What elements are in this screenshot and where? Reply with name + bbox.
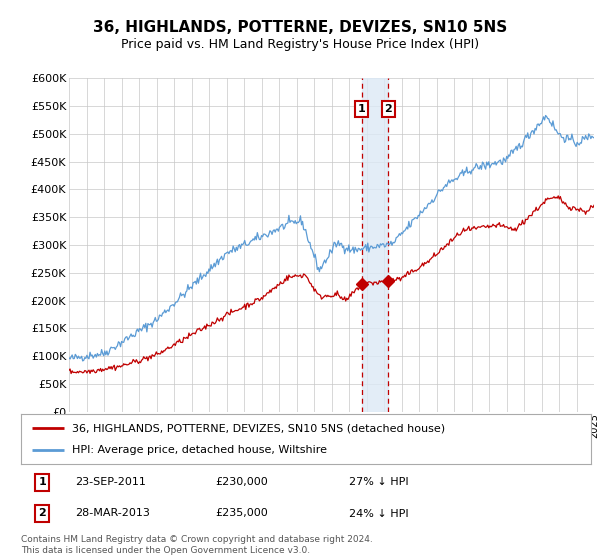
Text: 36, HIGHLANDS, POTTERNE, DEVIZES, SN10 5NS (detached house): 36, HIGHLANDS, POTTERNE, DEVIZES, SN10 5… <box>73 423 445 433</box>
Text: 2: 2 <box>385 104 392 114</box>
Text: 27% ↓ HPI: 27% ↓ HPI <box>349 478 409 487</box>
Text: £235,000: £235,000 <box>215 508 268 519</box>
Text: 24% ↓ HPI: 24% ↓ HPI <box>349 508 409 519</box>
Text: 1: 1 <box>358 104 365 114</box>
Text: 2: 2 <box>38 508 46 519</box>
Text: HPI: Average price, detached house, Wiltshire: HPI: Average price, detached house, Wilt… <box>73 445 328 455</box>
Text: 28-MAR-2013: 28-MAR-2013 <box>75 508 150 519</box>
Text: 36, HIGHLANDS, POTTERNE, DEVIZES, SN10 5NS: 36, HIGHLANDS, POTTERNE, DEVIZES, SN10 5… <box>93 20 507 35</box>
Text: 1: 1 <box>38 478 46 487</box>
Text: Contains HM Land Registry data © Crown copyright and database right 2024.
This d: Contains HM Land Registry data © Crown c… <box>21 535 373 555</box>
Text: 23-SEP-2011: 23-SEP-2011 <box>75 478 146 487</box>
Text: Price paid vs. HM Land Registry's House Price Index (HPI): Price paid vs. HM Land Registry's House … <box>121 38 479 50</box>
Bar <box>362 78 388 412</box>
Text: £230,000: £230,000 <box>215 478 268 487</box>
